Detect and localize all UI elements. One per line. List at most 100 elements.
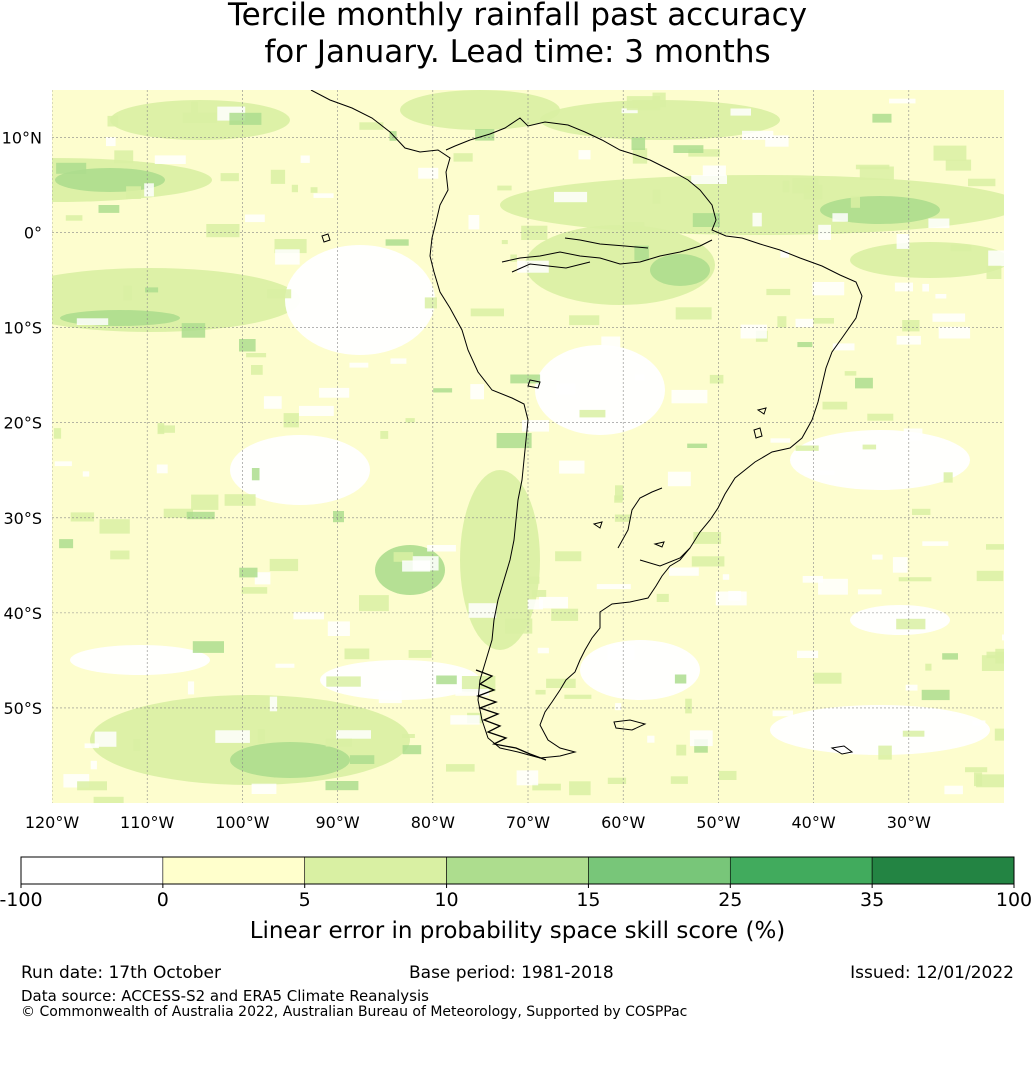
skill-patch [224,494,256,506]
skill-patch [157,423,165,435]
latitude-label: 0° [24,224,42,243]
skill-patch [580,640,700,700]
skill-patch [820,196,940,224]
skill-patch [822,401,848,410]
latitude-label: 40°S [3,604,42,623]
colorbar-tick-label: 100 [996,889,1032,910]
latitude-labels: 10°N 0° 10°S 20°S 30°S 40°S 50°S [2,129,42,718]
skill-patch [792,178,819,194]
skill-patch [850,242,1004,278]
skill-patch [674,674,687,684]
skill-patch [540,100,780,140]
map-area [52,90,1004,803]
skill-patch [126,186,141,199]
skill-patch [889,98,916,104]
longitude-label: 30°W [887,813,931,832]
skill-patch [528,576,540,584]
skill-patch [427,545,456,552]
skill-patch [742,130,774,140]
skill-patch [269,696,278,712]
skill-patch [942,653,958,660]
skill-patch [903,428,923,441]
skill-patch [123,285,132,301]
skill-patch [650,254,710,286]
colorbar-tick-label: 0 [157,889,169,910]
longitude-label: 40°W [792,813,836,832]
skill-patch [782,180,790,193]
skill-patch [578,150,591,160]
skill-patch [59,539,74,549]
base-period: Base period: 1981-2018 [409,963,614,983]
skill-patch [615,485,624,501]
south-america-coastline [310,90,863,759]
skill-patch [812,282,845,296]
skill-patch [675,307,712,320]
skill-patch [790,430,970,490]
skill-patch [554,191,588,203]
skill-patch [832,343,855,351]
skill-patch [857,589,882,595]
skill-patch [154,155,186,164]
skill-patch [187,681,195,695]
skill-patch [245,214,265,223]
graticule [52,90,1004,803]
issued-date: Issued: 12/01/2022 [850,963,1014,983]
skill-patch [257,729,265,743]
skill-patch [896,618,926,630]
skill-patch [313,193,334,198]
skill-patch [408,650,432,658]
skill-patch [531,590,547,598]
skill-patch [902,730,925,737]
skill-patch [320,660,480,700]
skill-patch [275,663,295,668]
skill-patch [709,374,724,384]
colorbar-tick-label: 5 [299,889,311,910]
skill-patch [424,297,437,309]
copyright: © Commonwealth of Australia 2022, Austra… [21,1004,688,1020]
skill-patch [275,249,300,265]
colorbar-bin [446,856,589,885]
skill-patch [752,212,762,227]
skill-patch [872,554,883,560]
skill-patch [974,772,983,787]
skill-patch [935,294,947,299]
skill-patch [455,689,490,696]
skill-patch [327,621,350,636]
skill-patch [539,596,568,609]
skill-patch [988,250,1004,267]
skill-patch [496,433,532,449]
patagonia-fjords [475,669,547,761]
skill-patch [921,689,950,701]
skill-patch [110,550,130,560]
skill-patch [802,576,823,583]
skill-patch [656,593,669,602]
skill-patch [670,776,688,784]
skill-patch [770,705,990,755]
skill-patch [380,431,389,439]
coastal-islands [321,233,854,755]
latitude-label: 10°S [3,319,42,338]
skill-patch [797,650,819,658]
skill-patch [702,165,726,176]
skill-patch [229,112,262,125]
skill-score-patches [52,90,1004,803]
skill-patch [186,511,215,520]
skill-patch [230,742,350,778]
skill-patch [976,570,1004,582]
skill-patch [336,730,371,739]
skill-patch [532,783,561,791]
colorbar-tick-label: 15 [576,889,600,910]
skill-patch [615,703,622,711]
skill-patch [436,675,457,685]
chart-title-line-2: for January. Lead time: 3 months [264,34,771,70]
skill-patch [158,425,175,433]
skill-patch [850,195,860,208]
skill-patch [98,205,120,213]
skill-patch [510,374,541,384]
skill-patch [740,324,767,339]
colorbar-bin [20,856,164,885]
skill-patch [84,743,99,749]
skill-patch [285,245,435,355]
skill-patch [378,690,402,704]
skill-patch [855,377,873,389]
